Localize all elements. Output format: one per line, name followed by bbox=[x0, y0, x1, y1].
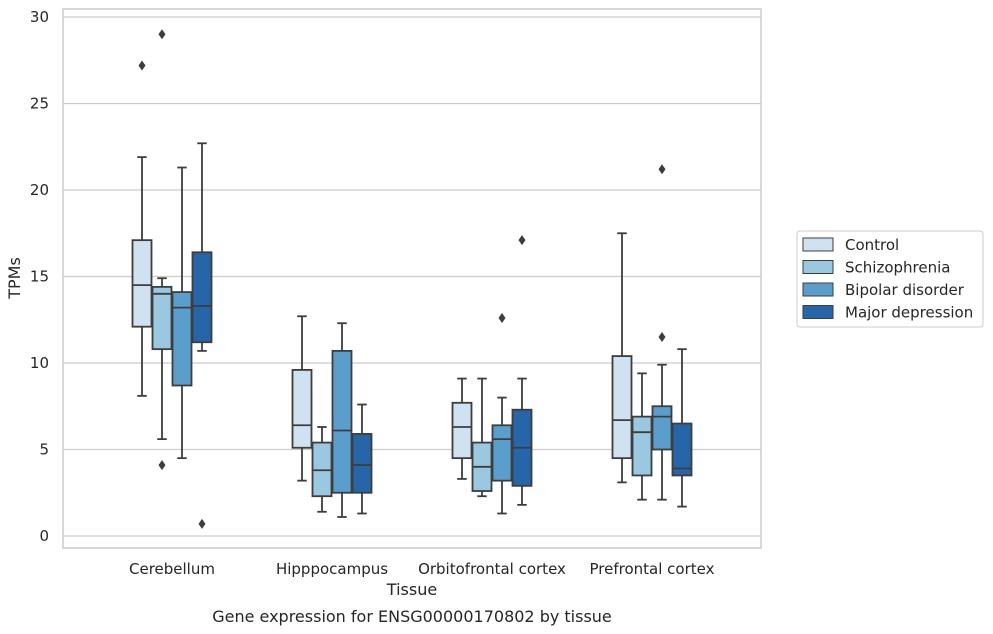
box-3-3 bbox=[671, 348, 693, 508]
box-iqr bbox=[171, 291, 193, 387]
box-3-2 bbox=[651, 164, 673, 501]
figure-caption: Gene expression for ENSG00000170802 by t… bbox=[212, 607, 612, 626]
box-2-0 bbox=[451, 377, 473, 480]
gridlines bbox=[63, 16, 761, 537]
legend-swatch bbox=[802, 305, 834, 319]
x-tick-label: Prefrontal cortex bbox=[590, 560, 715, 578]
x-tick-label: Orbitofrontal cortex bbox=[418, 560, 566, 578]
legend-label: Schizophrenia bbox=[845, 259, 950, 277]
box-iqr bbox=[331, 349, 353, 494]
x-axis-label: Tissue bbox=[386, 580, 437, 599]
box-0-3 bbox=[191, 142, 213, 529]
box-2-3 bbox=[511, 235, 533, 506]
box-1-0 bbox=[291, 315, 313, 482]
box-iqr bbox=[631, 415, 653, 477]
box-iqr bbox=[151, 285, 173, 351]
box-iqr bbox=[131, 239, 153, 328]
y-axis-label: TPMs bbox=[5, 257, 24, 300]
box-iqr bbox=[191, 251, 213, 344]
box-iqr bbox=[651, 405, 673, 451]
plot-frame bbox=[62, 8, 762, 549]
box-iqr bbox=[611, 355, 633, 460]
box-iqr bbox=[291, 369, 313, 449]
outlier-point bbox=[198, 518, 206, 529]
y-tick-label: 25 bbox=[30, 95, 49, 113]
box-iqr bbox=[671, 422, 693, 477]
legend-label: Bipolar disorder bbox=[845, 281, 965, 299]
outlier-point bbox=[658, 332, 666, 343]
legend-label: Control bbox=[845, 236, 899, 254]
outlier-point bbox=[158, 460, 166, 471]
box-iqr bbox=[491, 424, 513, 482]
legend-swatch bbox=[802, 282, 834, 297]
box-0-0 bbox=[131, 60, 153, 397]
outlier-point bbox=[138, 60, 146, 71]
box-3-1 bbox=[631, 372, 653, 501]
outlier-point bbox=[518, 235, 526, 246]
y-tick-label: 0 bbox=[39, 527, 49, 545]
boxes bbox=[131, 29, 693, 529]
box-0-1 bbox=[151, 29, 173, 471]
legend-label: Major depression bbox=[845, 304, 973, 322]
box-0-2 bbox=[171, 166, 193, 460]
x-tick-labels: Cerebellum Hipppocampus Orbitofrontal cort… bbox=[129, 560, 715, 578]
x-tick-label: Hipppocampus bbox=[276, 560, 388, 578]
box-3-0 bbox=[611, 232, 633, 484]
box-iqr bbox=[451, 401, 473, 460]
y-tick-label: 20 bbox=[30, 181, 49, 199]
y-tick-label: 30 bbox=[30, 8, 49, 26]
legend: Control Schizophrenia Bipolar disorder Majo… bbox=[796, 230, 984, 328]
box-2-2 bbox=[491, 313, 513, 515]
y-tick-labels: 0 5 10 15 20 25 30 bbox=[30, 8, 49, 545]
box-1-3 bbox=[351, 403, 373, 515]
box-iqr bbox=[351, 433, 373, 494]
box-2-1 bbox=[471, 377, 493, 498]
box-1-1 bbox=[311, 426, 333, 513]
outlier-point bbox=[658, 164, 666, 175]
legend-swatch bbox=[802, 260, 834, 274]
box-1-2 bbox=[331, 322, 353, 518]
outlier-point bbox=[158, 29, 166, 40]
outlier-point bbox=[498, 313, 506, 324]
y-tick-label: 5 bbox=[39, 441, 49, 459]
legend-frame bbox=[796, 230, 984, 328]
legend-swatch bbox=[802, 237, 834, 252]
y-tick-label: 15 bbox=[30, 268, 49, 286]
y-tick-label: 10 bbox=[30, 354, 49, 372]
x-tick-label: Cerebellum bbox=[129, 560, 215, 578]
